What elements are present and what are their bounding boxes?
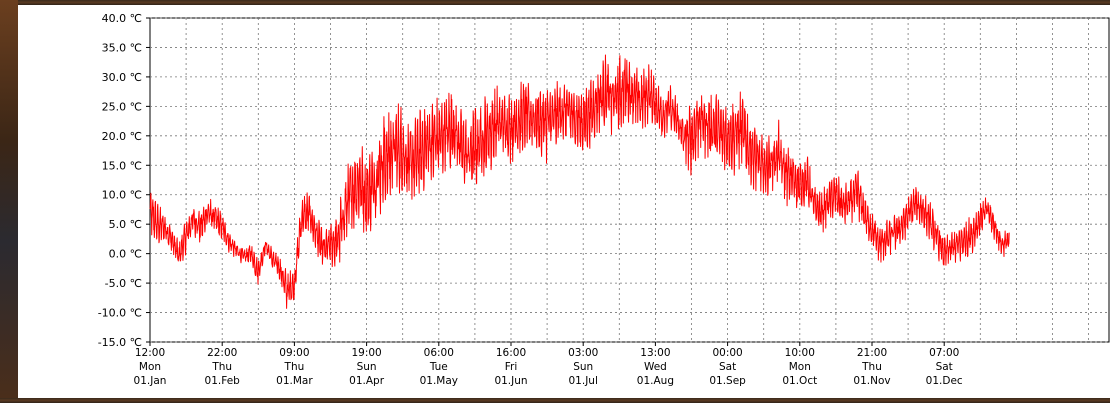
x-tick-label-date: 01.Oct <box>782 375 817 387</box>
x-tick-label-weekday: Thu <box>861 361 882 373</box>
x-tick-label-date: 01.Aug <box>637 375 674 387</box>
x-tick-label-time: 10:00 <box>785 347 815 359</box>
x-axis: 12:00 Mon 01.Jan 22:00 Thu 01.Feb 09:00 Thu 01.M… <box>134 342 963 387</box>
x-tick-label-weekday: Thu <box>211 361 232 373</box>
x-tick-label-date: 01.Nov <box>853 375 890 387</box>
x-tick-label-weekday: Tue <box>429 361 448 373</box>
top-border <box>0 0 1110 5</box>
y-tick-label: 5.0 ℃ <box>109 218 142 231</box>
x-tick-label-date: 01.Jun <box>494 375 527 387</box>
left-border <box>0 0 18 403</box>
y-tick-label: 0.0 ℃ <box>109 248 142 261</box>
y-tick-label: -10.0 ℃ <box>98 307 142 320</box>
x-tick-label-date: 01.Apr <box>349 375 385 387</box>
x-tick-label-time: 09:00 <box>279 347 309 359</box>
x-tick-label-weekday: Wed <box>644 361 667 373</box>
y-axis: 40.0 ℃ 35.0 ℃ 30.0 ℃ 25.0 ℃ 20.0 ℃ 15.0 ℃ 10.0… <box>98 12 150 349</box>
x-tick-label-date: 01.Dec <box>926 375 963 387</box>
x-tick-label-date: 01.Feb <box>205 375 241 387</box>
x-tick-label-time: 07:00 <box>929 347 959 359</box>
y-tick-label: 40.0 ℃ <box>102 12 142 25</box>
x-tick-label-weekday: Sat <box>719 361 736 373</box>
x-tick-label-weekday: Fri <box>505 361 518 373</box>
y-tick-label: 25.0 ℃ <box>102 100 142 113</box>
x-tick-label-time: 22:00 <box>207 347 237 359</box>
x-tick-label-time: 03:00 <box>568 347 598 359</box>
x-tick-label-date: 01.Mar <box>276 375 313 387</box>
y-tick-label: 15.0 ℃ <box>102 159 142 172</box>
x-tick-label-weekday: Sun <box>357 361 377 373</box>
x-tick-label-weekday: Thu <box>284 361 305 373</box>
x-tick-label-date: 01.Jan <box>134 375 167 387</box>
series-layer <box>149 54 1010 309</box>
y-tick-label: 10.0 ℃ <box>102 189 142 202</box>
x-tick-label-time: 06:00 <box>424 347 454 359</box>
temperature-series-line <box>149 54 1010 309</box>
x-tick-label-weekday: Sun <box>573 361 593 373</box>
x-tick-label-time: 13:00 <box>640 347 670 359</box>
x-tick-label-date: 01.May <box>420 375 458 387</box>
x-tick-label-time: 21:00 <box>857 347 887 359</box>
x-tick-label-weekday: Mon <box>789 361 811 373</box>
x-tick-label-weekday: Sat <box>936 361 953 373</box>
x-tick-label-date: 01.Jul <box>569 375 598 387</box>
x-tick-label-time: 12:00 <box>135 347 165 359</box>
y-tick-label: 30.0 ℃ <box>102 71 142 84</box>
y-tick-label: -15.0 ℃ <box>98 336 142 349</box>
x-tick-label-weekday: Mon <box>139 361 161 373</box>
y-tick-label: 20.0 ℃ <box>102 130 142 143</box>
y-tick-label: -5.0 ℃ <box>105 277 142 290</box>
bottom-border <box>0 398 1110 403</box>
x-tick-label-time: 00:00 <box>712 347 742 359</box>
y-tick-label: 35.0 ℃ <box>102 41 142 54</box>
x-tick-label-time: 16:00 <box>496 347 526 359</box>
x-tick-label-time: 19:00 <box>351 347 381 359</box>
x-tick-label-date: 01.Sep <box>709 375 746 387</box>
